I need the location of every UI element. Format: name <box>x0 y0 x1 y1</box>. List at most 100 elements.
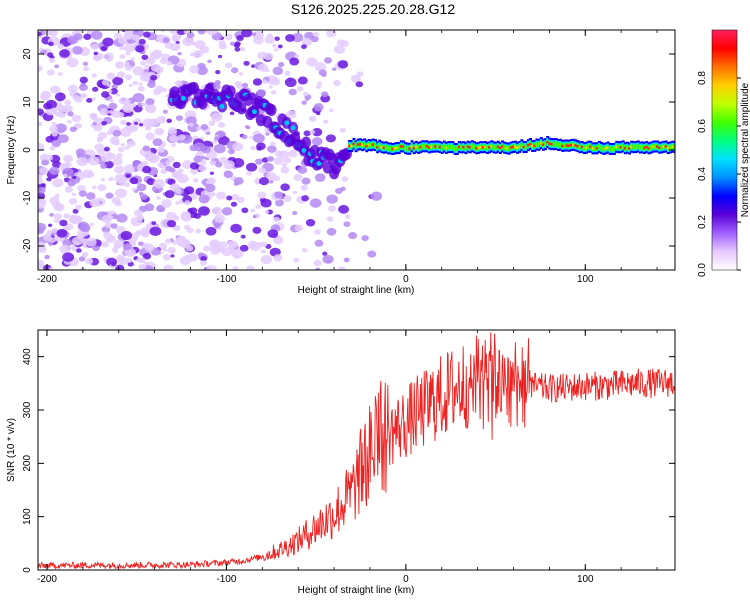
noise-blob <box>327 205 337 212</box>
ridge-band-core <box>518 145 522 149</box>
y-tick-label: 20 <box>22 48 33 60</box>
ridge-band-core <box>574 144 578 147</box>
noise-blob <box>205 226 217 236</box>
noise-blob <box>78 256 86 262</box>
x-tick-label: 0 <box>403 274 409 285</box>
noise-blob <box>63 173 68 178</box>
noise-blob <box>171 35 180 43</box>
ridge-band-core <box>382 146 386 149</box>
noise-blob <box>251 64 256 68</box>
colorbar-tick-label: 0.0 <box>697 263 708 277</box>
ridge-band-inner <box>600 145 604 151</box>
noise-blob <box>39 47 44 51</box>
noise-blob <box>308 115 317 122</box>
noise-blob <box>326 30 337 38</box>
ridge-blob <box>225 85 236 98</box>
noise-blob <box>139 193 148 200</box>
noise-blob <box>203 245 211 252</box>
noise-blob <box>284 70 291 76</box>
y-tick-label: 400 <box>22 348 33 365</box>
ridge-band-core <box>606 146 610 149</box>
ridge-band-core <box>561 144 565 148</box>
noise-blob <box>183 224 191 230</box>
noise-blob <box>160 169 167 175</box>
noise-blob <box>63 154 73 163</box>
snr-series-line <box>38 332 675 570</box>
snr-frame <box>37 329 676 571</box>
y-tick-label: -10 <box>22 190 33 205</box>
noise-blob <box>74 204 82 211</box>
ridge-band-core <box>410 145 414 148</box>
noise-blob <box>193 50 203 58</box>
noise-blob <box>269 180 274 184</box>
noise-blob <box>314 239 324 247</box>
noise-blob <box>197 206 210 216</box>
noise-blob <box>267 145 277 153</box>
ridge-band-inner <box>653 143 657 149</box>
noise-blob <box>197 30 206 35</box>
noise-blob <box>341 176 349 182</box>
ridge-band-core <box>429 145 433 149</box>
noise-blob <box>262 79 268 84</box>
noise-blob <box>168 134 179 143</box>
ridge-band-core <box>533 144 537 148</box>
noise-blob <box>214 214 226 223</box>
noise-blob <box>124 125 130 130</box>
ridge-band-core <box>567 144 571 147</box>
noise-blob <box>110 261 117 267</box>
noise-blob <box>325 134 336 143</box>
noise-blob <box>338 204 350 214</box>
noise-blob <box>185 116 197 125</box>
noise-blob <box>245 125 251 130</box>
noise-blob <box>64 99 71 106</box>
ridge-band-inner <box>563 143 567 149</box>
noise-blob <box>49 125 58 133</box>
colorbar: 0.0 0.2 0.4 0.6 0.8 Normalized spectral ampl… <box>697 29 750 277</box>
noise-blob <box>219 241 228 248</box>
noise-blob <box>113 32 122 40</box>
noise-blob <box>51 131 58 137</box>
ridge-band-core <box>580 145 584 149</box>
noise-blob <box>205 30 218 36</box>
noise-blob <box>117 177 127 186</box>
noise-blob <box>122 103 134 113</box>
noise-blob <box>215 70 221 75</box>
noise-blob <box>111 197 121 205</box>
spectrogram-xlabel: Height of straight line (km) <box>298 285 415 296</box>
noise-blob <box>164 165 173 172</box>
noise-blob <box>46 177 52 182</box>
noise-blob <box>141 102 147 107</box>
noise-blob <box>151 49 163 58</box>
noise-blob <box>72 175 77 180</box>
noise-blob <box>249 135 255 140</box>
ridge-band-core <box>569 143 573 147</box>
ridge-band-core <box>365 145 369 148</box>
noise-blob <box>260 249 266 254</box>
noise-blob <box>210 112 223 122</box>
ridge-band-core <box>565 144 569 147</box>
noise-blob <box>105 192 114 199</box>
noise-blob <box>288 149 298 158</box>
noise-blob <box>138 82 143 86</box>
ridge-blob <box>236 102 247 115</box>
noise-blob <box>328 108 334 113</box>
ridge-band-core <box>666 146 670 150</box>
noise-blob <box>309 129 316 135</box>
x-tick-label: 100 <box>577 274 594 285</box>
noise-blob <box>38 199 46 209</box>
noise-blob <box>277 62 285 68</box>
noise-blob <box>251 32 257 36</box>
noise-blob <box>193 155 203 163</box>
noise-blob <box>38 65 43 72</box>
noise-blob <box>154 66 164 74</box>
ridge-band-core <box>628 147 632 150</box>
noise-blob <box>274 36 280 41</box>
noise-blob <box>130 216 143 227</box>
noise-blob <box>100 163 108 169</box>
noise-blob <box>56 228 68 238</box>
ridge-band-core <box>619 145 623 149</box>
noise-blob <box>94 143 105 152</box>
noise-blob <box>54 111 61 117</box>
noise-blob <box>221 43 226 48</box>
noise-blob <box>252 78 263 86</box>
